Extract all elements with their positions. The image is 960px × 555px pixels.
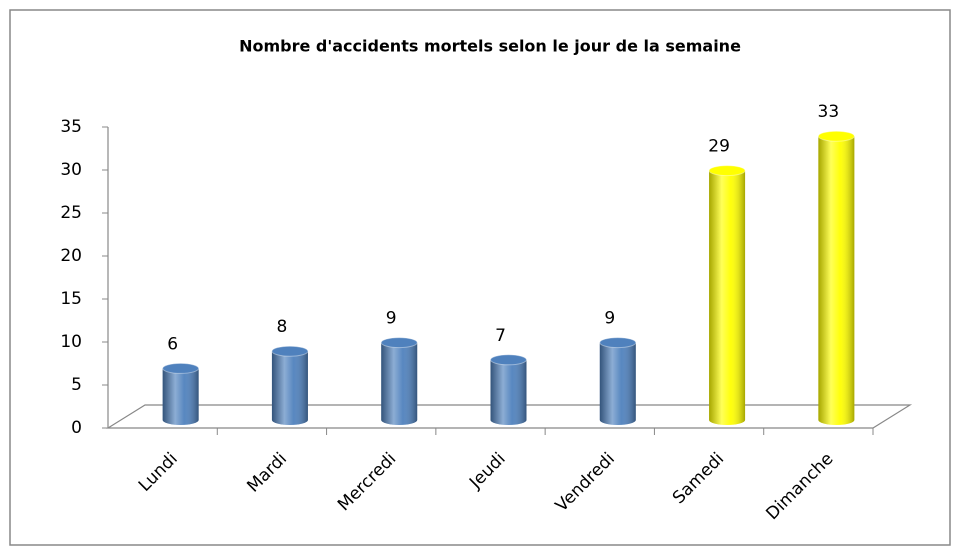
bar-shade xyxy=(818,136,855,425)
bar-shade xyxy=(381,342,418,425)
y-tick-label: 10 xyxy=(60,332,82,352)
bar-shade xyxy=(709,170,746,425)
y-tick-label: 25 xyxy=(60,203,82,223)
bar-top xyxy=(817,130,855,142)
value-label: 6 xyxy=(167,334,178,354)
value-label: 8 xyxy=(277,317,288,337)
bar-top xyxy=(708,165,746,177)
value-label: 9 xyxy=(604,309,615,329)
chart-title: Nombre d'accidents mortels selon le jour… xyxy=(239,37,741,56)
bar-top xyxy=(380,337,418,349)
y-tick-label: 5 xyxy=(71,375,82,395)
bar-shade xyxy=(490,359,527,425)
bar-top xyxy=(271,345,309,357)
y-tick-label: 0 xyxy=(71,418,82,438)
y-tick-label: 20 xyxy=(60,246,82,266)
value-label: 7 xyxy=(495,326,506,346)
bar-top xyxy=(599,337,637,349)
value-label: 33 xyxy=(818,102,840,122)
y-tick-label: 30 xyxy=(60,160,82,180)
y-tick-label: 35 xyxy=(60,117,82,137)
chart-frame xyxy=(9,9,951,546)
y-tick-label: 15 xyxy=(60,289,82,309)
bar-shade xyxy=(162,368,199,425)
value-label: 29 xyxy=(708,137,730,157)
value-label: 9 xyxy=(386,309,397,329)
bar-shade xyxy=(271,351,308,425)
bar-top xyxy=(162,362,200,374)
bar-shade xyxy=(599,342,636,425)
bar-top xyxy=(490,354,527,366)
